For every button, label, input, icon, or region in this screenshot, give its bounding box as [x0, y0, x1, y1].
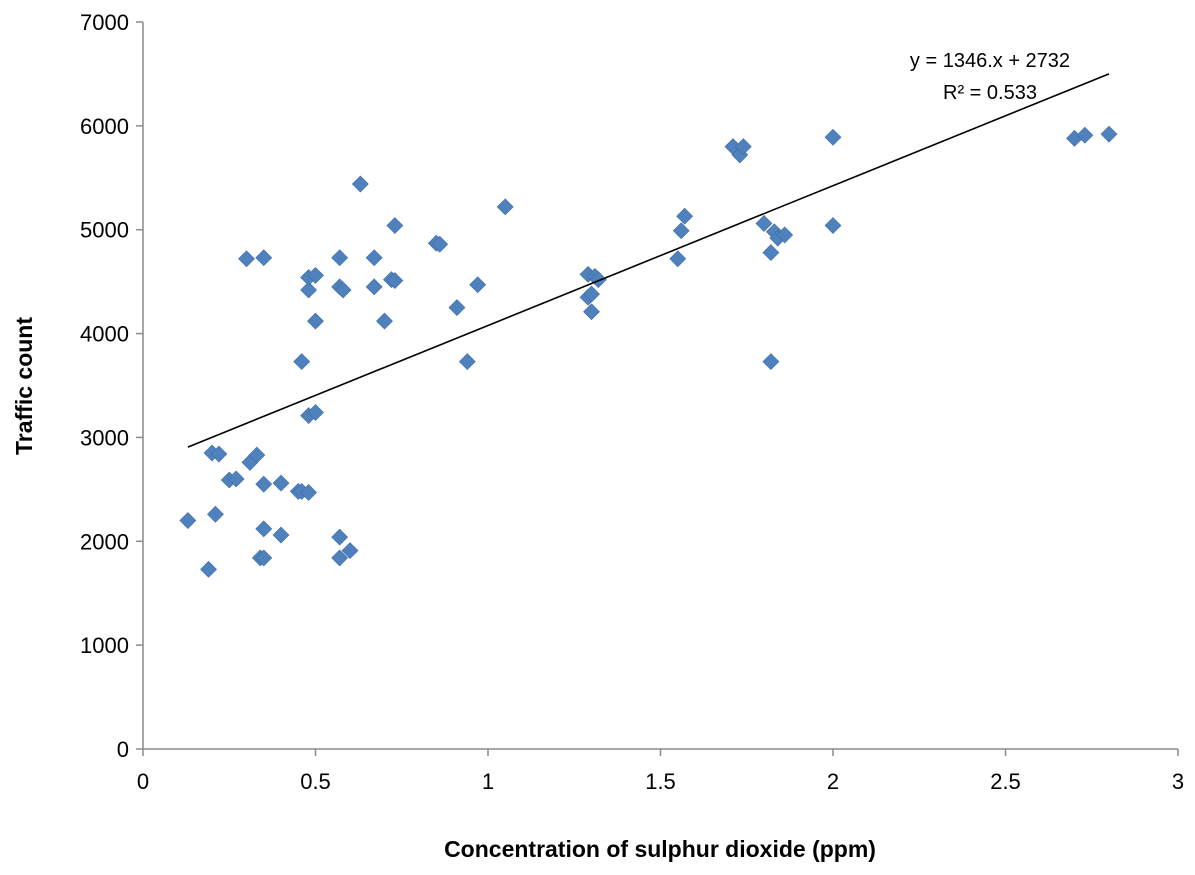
- x-tick-label: 3: [1172, 769, 1184, 794]
- y-tick-label: 1000: [80, 633, 129, 658]
- data-point: [776, 226, 794, 244]
- data-point: [331, 528, 349, 546]
- data-point: [307, 266, 324, 284]
- data-point: [238, 250, 255, 268]
- data-point: [589, 271, 607, 288]
- data-point: [179, 512, 197, 529]
- data-point: [469, 276, 487, 294]
- data-point: [824, 217, 842, 234]
- data-point: [200, 560, 217, 578]
- data-point: [272, 526, 290, 544]
- data-point: [376, 312, 393, 330]
- data-point: [386, 272, 404, 290]
- data-point: [255, 475, 273, 493]
- x-tick-label: 1.5: [645, 769, 676, 794]
- data-point: [365, 278, 383, 296]
- data-point: [293, 353, 311, 371]
- trendline-equation: y = 1346.x + 2732: [910, 50, 1070, 72]
- data-point: [583, 285, 600, 303]
- data-point: [248, 446, 266, 464]
- trendline: [187, 73, 1110, 448]
- data-point: [210, 445, 228, 463]
- data-point: [255, 549, 273, 567]
- data-point: [334, 281, 352, 299]
- data-point: [341, 542, 359, 560]
- data-point: [386, 217, 404, 234]
- data-point: [762, 353, 780, 371]
- data-point: [669, 250, 687, 268]
- data-points: [179, 125, 1118, 578]
- x-tick-label: 2: [827, 769, 839, 794]
- data-point: [762, 244, 780, 261]
- x-axis-title: Concentration of sulphur dioxide (ppm): [444, 836, 876, 862]
- y-tick-label: 3000: [80, 425, 129, 450]
- data-point: [676, 207, 694, 225]
- data-point: [672, 222, 690, 240]
- y-axis-title: Traffic count: [11, 317, 37, 455]
- data-point: [227, 470, 245, 488]
- data-point: [255, 520, 273, 538]
- trendline-r2: R² = 0.533: [943, 82, 1037, 104]
- data-point: [431, 235, 449, 253]
- data-point: [307, 312, 324, 330]
- data-point: [1100, 125, 1118, 143]
- x-tick-label: 2.5: [990, 769, 1021, 794]
- x-tick-label: 0.5: [300, 769, 331, 794]
- y-axis-ticks: 0 1000 2000 3000 4000 5000 6000 7000: [80, 10, 143, 762]
- data-point: [458, 353, 476, 371]
- data-point: [496, 198, 514, 216]
- y-tick-label: 0: [117, 737, 129, 762]
- data-point: [331, 249, 349, 267]
- plot-area: 0 1000 2000 3000 4000 5000 6000 7000 0 0.5 1 1.5 2 2…: [80, 10, 1184, 794]
- data-point: [300, 484, 318, 501]
- data-point: [255, 249, 273, 267]
- x-axis-ticks: 0 0.5 1 1.5 2 2.5 3: [137, 749, 1184, 794]
- data-point: [331, 549, 349, 567]
- data-point: [207, 505, 224, 523]
- data-point: [365, 249, 383, 267]
- data-point: [583, 303, 600, 321]
- data-point: [272, 474, 290, 492]
- x-tick-label: 0: [137, 769, 149, 794]
- y-tick-label: 5000: [80, 218, 129, 243]
- data-point: [1076, 126, 1094, 144]
- data-point: [755, 215, 773, 232]
- y-tick-label: 2000: [80, 529, 129, 554]
- y-tick-label: 4000: [80, 322, 129, 347]
- data-point: [448, 299, 466, 317]
- y-tick-label: 7000: [80, 10, 129, 35]
- data-point: [824, 128, 842, 146]
- data-point: [734, 138, 752, 156]
- data-point: [307, 404, 324, 421]
- data-point: [351, 175, 369, 193]
- data-point: [300, 281, 318, 299]
- x-tick-label: 1: [482, 769, 494, 794]
- y-tick-label: 6000: [80, 114, 129, 139]
